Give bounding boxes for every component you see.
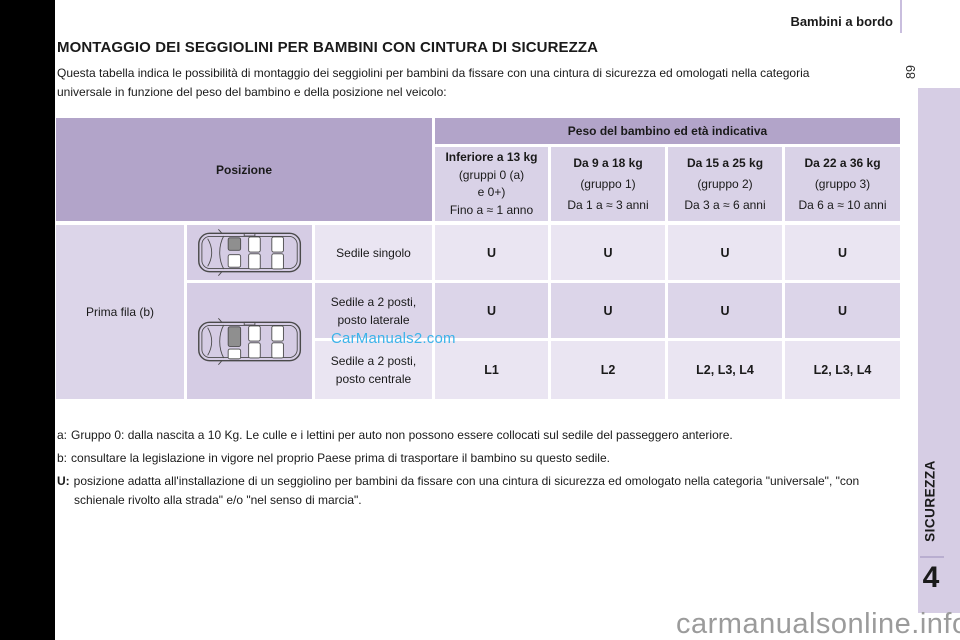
seat-diagram-cell <box>187 225 312 280</box>
value-cell: L2, L3, L4 <box>668 341 782 399</box>
seat-type-cell: Sedile a 2 posti, posto laterale <box>315 283 432 338</box>
group-label: (gruppi 0 (a) <box>458 167 525 182</box>
chapter-side-tab <box>918 88 960 613</box>
table-header-peso: Peso del bambino ed età indicativa <box>435 118 900 144</box>
group-label: (gruppo 1) <box>580 176 636 191</box>
weight-column-header: Inferiore a 13 kg (gruppi 0 (a) e 0+) Fi… <box>435 147 548 221</box>
weight-range-label: Inferiore a 13 kg <box>445 150 538 164</box>
seat-type-label: Sedile singolo <box>336 245 411 260</box>
footnote-prefix: U: <box>57 474 70 488</box>
watermark-carmanuals2: CarManuals2.com <box>331 330 456 347</box>
footnote-text: consultare la legislazione in vigore nel… <box>71 451 610 465</box>
value-cell: U <box>668 225 782 280</box>
header-divider <box>900 0 902 33</box>
value-cell: L2 <box>551 341 665 399</box>
weight-range-label: Da 22 a 36 kg <box>804 155 881 170</box>
footnotes: a: Gruppo 0: dalla nascita a 10 Kg. Le cu… <box>57 426 897 514</box>
weight-range-label: Da 15 a 25 kg <box>686 155 764 170</box>
group-label: e 0+) <box>477 185 506 199</box>
page-binding-strip <box>0 0 55 640</box>
seat-diagram-cell <box>187 283 312 399</box>
section-header: Bambini a bordo <box>790 14 893 29</box>
van-top-view-single-seat-icon <box>197 229 301 276</box>
footnote-b: b: consultare la legislazione in vigore n… <box>57 449 897 468</box>
footnote-prefix: b: <box>57 451 68 465</box>
seat-type-cell: Sedile a 2 posti, posto centrale <box>315 341 432 399</box>
row-group-label: Prima fila (b) <box>56 225 184 399</box>
page-title: MONTAGGIO DEI SEGGIOLINI PER BAMBINI CON… <box>57 39 599 56</box>
footnote-text: Gruppo 0: dalla nascita a 10 Kg. Le cull… <box>71 428 733 442</box>
weight-column-header: Da 22 a 36 kg (gruppo 3) Da 6 a ≈ 10 ann… <box>785 147 900 221</box>
age-label: Fino a ≈ 1 anno <box>449 202 534 217</box>
footnote-text: posizione adatta all'installazione di un… <box>73 474 860 507</box>
group-label: (gruppo 3) <box>814 176 871 191</box>
intro-paragraph: Questa tabella indica le possibilità di … <box>57 66 810 99</box>
value-cell: U <box>785 283 900 338</box>
footnote-a: a: Gruppo 0: dalla nascita a 10 Kg. Le cu… <box>57 426 897 445</box>
value-cell: U <box>668 283 782 338</box>
page-number: 89 <box>904 65 918 79</box>
weight-column-header: Da 9 a 18 kg (gruppo 1) Da 1 a ≈ 3 anni <box>551 147 665 221</box>
watermark-carmanualsonline: carmanualsonline.info <box>676 608 960 640</box>
value-cell: L2, L3, L4 <box>785 341 900 399</box>
weight-column-header: Da 15 a 25 kg (gruppo 2) Da 3 a ≈ 6 anni <box>668 147 782 221</box>
value-cell: U <box>551 283 665 338</box>
footnote-u: U: posizione adatta all'installazione di … <box>57 472 897 510</box>
footnote-prefix: a: <box>57 428 68 442</box>
seat-type-label: posto laterale <box>337 312 410 327</box>
seat-type-label: Sedile a 2 posti, <box>330 294 417 309</box>
side-tab-divider <box>920 556 944 558</box>
value-cell: U <box>551 225 665 280</box>
chapter-name-vertical: SICUREZZA <box>922 460 938 542</box>
value-cell: U <box>435 225 548 280</box>
value-cell: U <box>435 283 548 338</box>
age-label: Da 3 a ≈ 6 anni <box>684 197 766 212</box>
age-label: Da 1 a ≈ 3 anni <box>567 197 649 212</box>
group-label: (gruppo 2) <box>697 176 753 191</box>
value-cell: U <box>785 225 900 280</box>
chapter-number: 4 <box>922 561 940 594</box>
seat-type-label: Sedile a 2 posti, <box>330 354 417 368</box>
age-label: Da 6 a ≈ 10 anni <box>798 197 887 212</box>
value-cell: L1 <box>435 341 548 399</box>
table-header-posizione: Posizione <box>56 118 432 221</box>
van-top-view-two-seat-icon <box>197 317 301 365</box>
weight-range-label: Da 9 a 18 kg <box>573 155 643 170</box>
seat-type-label: posto centrale <box>335 372 412 386</box>
seat-type-cell: Sedile singolo <box>315 225 432 280</box>
